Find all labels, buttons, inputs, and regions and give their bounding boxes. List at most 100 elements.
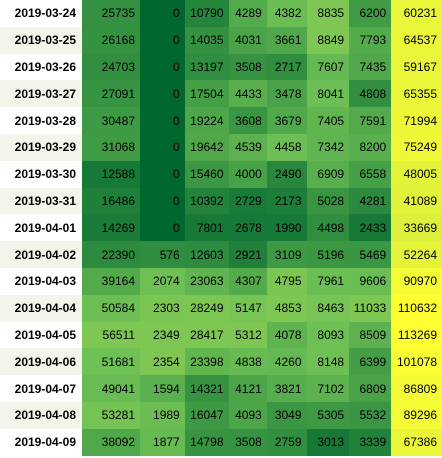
- heatmap-cell: 17504: [184, 80, 229, 108]
- heatmap-cell: 50584: [82, 294, 141, 322]
- heatmap-cell: 2717: [266, 53, 307, 81]
- heatmap-cell: 6558: [349, 160, 392, 188]
- heatmap-cell: 5532: [349, 401, 392, 429]
- heatmap-cell: 22390: [82, 241, 141, 268]
- heatmap-cell: 7405: [306, 107, 350, 134]
- heatmap-cell: 23398: [184, 348, 229, 376]
- row-label: 2019-03-24: [0, 0, 83, 27]
- heatmap-row: 2019-04-07 49041 1594 14321 4121 3821 7102 6809…: [0, 375, 442, 402]
- heatmap-row: 2019-03-30 12588 0 15460 4000 2490 6909 6558 480…: [0, 160, 442, 188]
- heatmap-cell: 8463: [306, 294, 350, 322]
- heatmap-cell: 0: [140, 53, 185, 81]
- heatmap-cell: 110632: [391, 294, 442, 322]
- heatmap-cell: 8200: [349, 133, 392, 161]
- heatmap-cell: 31068: [82, 133, 141, 161]
- heatmap-cell: 3508: [228, 53, 267, 81]
- heatmap-cell: 39164: [82, 267, 141, 295]
- heatmap-cell: 7342: [306, 133, 350, 161]
- heatmap-cell: 3478: [266, 80, 307, 108]
- row-label: 2019-03-28: [0, 107, 83, 134]
- heatmap-cell: 0: [140, 0, 185, 27]
- heatmap-cell: 38092: [82, 428, 141, 456]
- heatmap-cell: 67386: [391, 428, 442, 456]
- heatmap-row: 2019-03-31 16486 0 10392 2729 2173 5028 4281 410…: [0, 187, 442, 215]
- row-label: 2019-04-02: [0, 241, 83, 268]
- heatmap-cell: 7591: [349, 107, 392, 134]
- heatmap-row: 2019-03-27 27091 0 17504 4433 3478 8041 4808 653…: [0, 80, 442, 108]
- heatmap-cell: 41089: [391, 187, 442, 215]
- heatmap-cell: 4289: [228, 0, 267, 27]
- heatmap-cell: 53281: [82, 401, 141, 429]
- heatmap-cell: 2173: [266, 187, 307, 215]
- heatmap-cell: 2759: [266, 428, 307, 456]
- heatmap-cell: 3821: [266, 375, 307, 402]
- heatmap-cell: 27091: [82, 80, 141, 108]
- heatmap-cell: 64537: [391, 26, 442, 54]
- heatmap-cell: 4093: [228, 401, 267, 429]
- heatmap-cell: 113269: [391, 321, 442, 349]
- heatmap-cell: 4121: [228, 375, 267, 402]
- heatmap-cell: 14321: [184, 375, 229, 402]
- row-label: 2019-04-09: [0, 428, 83, 456]
- heatmap-cell: 0: [140, 26, 185, 54]
- heatmap-cell: 5196: [306, 241, 350, 268]
- heatmap-cell: 3508: [228, 428, 267, 456]
- heatmap-cell: 2354: [140, 348, 185, 376]
- heatmap-row: 2019-04-03 39164 2074 23063 4307 4795 7961 9606…: [0, 267, 442, 295]
- heatmap-cell: 1990: [266, 214, 307, 242]
- row-label: 2019-04-07: [0, 375, 83, 402]
- heatmap-cell: 2433: [349, 214, 392, 242]
- heatmap-row: 2019-03-24 25735 0 10790 4289 4382 8835 6200 602…: [0, 0, 442, 27]
- heatmap-cell: 3013: [306, 428, 350, 456]
- heatmap-row: 2019-04-01 14269 0 7801 2678 1990 4498 2433 3366…: [0, 214, 442, 242]
- heatmap-cell: 4000: [228, 160, 267, 188]
- heatmap-cell: 0: [140, 133, 185, 161]
- row-label: 2019-04-06: [0, 348, 83, 376]
- heatmap-cell: 23063: [184, 267, 229, 295]
- heatmap-cell: 8849: [306, 26, 350, 54]
- heatmap-cell: 1989: [140, 401, 185, 429]
- heatmap-cell: 51681: [82, 348, 141, 376]
- heatmap-cell: 6809: [349, 375, 392, 402]
- heatmap-cell: 5028: [306, 187, 350, 215]
- heatmap-cell: 3661: [266, 26, 307, 54]
- heatmap-cell: 4539: [228, 133, 267, 161]
- heatmap-cell: 12603: [184, 241, 229, 268]
- heatmap-cell: 8835: [306, 0, 350, 27]
- heatmap-cell: 4260: [266, 348, 307, 376]
- heatmap-cell: 8509: [349, 321, 392, 349]
- heatmap-cell: 60231: [391, 0, 442, 27]
- heatmap-cell: 0: [140, 187, 185, 215]
- heatmap-row: 2019-04-04 50584 2303 28249 5147 4853 8463 1103…: [0, 294, 442, 322]
- heatmap-cell: 15460: [184, 160, 229, 188]
- heatmap-cell: 14269: [82, 214, 141, 242]
- heatmap-cell: 52264: [391, 241, 442, 268]
- heatmap-cell: 28417: [184, 321, 229, 349]
- heatmap-cell: 0: [140, 80, 185, 108]
- heatmap-cell: 3339: [349, 428, 392, 456]
- heatmap-cell: 7793: [349, 26, 392, 54]
- heatmap-cell: 14035: [184, 26, 229, 54]
- heatmap-cell: 3608: [228, 107, 267, 134]
- heatmap-cell: 90970: [391, 267, 442, 295]
- heatmap-cell: 86809: [391, 375, 442, 402]
- heatmap-cell: 6909: [306, 160, 350, 188]
- heatmap-cell: 3049: [266, 401, 307, 429]
- heatmap-cell: 2303: [140, 294, 185, 322]
- heatmap-cell: 9606: [349, 267, 392, 295]
- heatmap-cell: 65355: [391, 80, 442, 108]
- heatmap-cell: 30487: [82, 107, 141, 134]
- heatmap-cell: 7801: [184, 214, 229, 242]
- heatmap-cell: 0: [140, 107, 185, 134]
- heatmap-cell: 71994: [391, 107, 442, 134]
- heatmap-cell: 576: [140, 241, 185, 268]
- heatmap-cell: 5469: [349, 241, 392, 268]
- heatmap-cell: 8093: [306, 321, 350, 349]
- heatmap-cell: 48005: [391, 160, 442, 188]
- heatmap-cell: 12588: [82, 160, 141, 188]
- heatmap-cell: 10790: [184, 0, 229, 27]
- heatmap-cell: 6200: [349, 0, 392, 27]
- heatmap-cell: 4078: [266, 321, 307, 349]
- heatmap-cell: 19224: [184, 107, 229, 134]
